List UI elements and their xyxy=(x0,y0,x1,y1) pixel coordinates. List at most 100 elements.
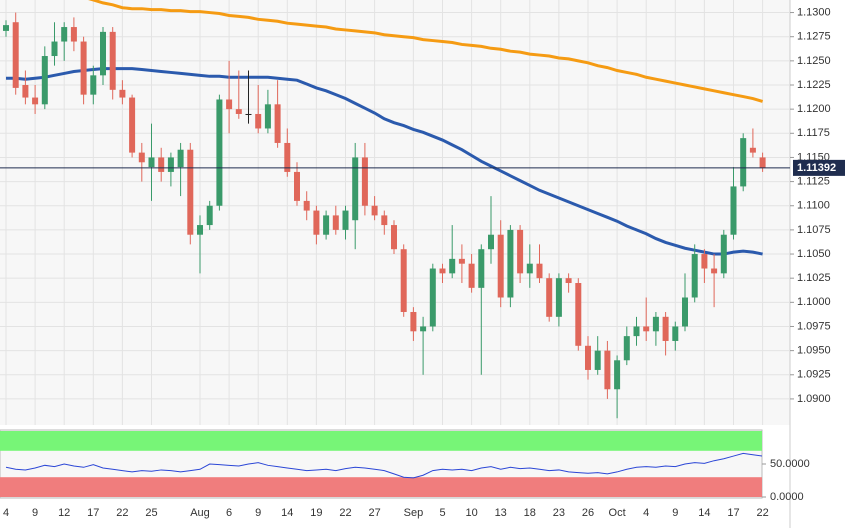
x-tick-label: 9 xyxy=(672,507,678,519)
candle-body xyxy=(488,234,494,250)
candle-body xyxy=(332,215,339,230)
candle-body xyxy=(313,210,320,235)
candle-body xyxy=(70,27,77,42)
x-tick-label: 23 xyxy=(553,507,565,519)
candle-body xyxy=(546,278,553,317)
line xyxy=(5,452,762,479)
zone xyxy=(0,431,762,451)
candle-body xyxy=(90,75,97,95)
candle-body xyxy=(148,157,155,168)
candle-body xyxy=(643,326,650,332)
candle-body xyxy=(633,326,640,337)
x-tick-label: Sep xyxy=(404,507,424,519)
candle-body xyxy=(167,157,174,172)
x-tick-label: 22 xyxy=(116,507,128,519)
y-tick-label: 0.0000 xyxy=(770,491,804,503)
line xyxy=(88,0,764,103)
candle-body xyxy=(187,149,194,235)
candle-body xyxy=(138,152,145,163)
candle-body xyxy=(536,263,543,279)
x-tick-label: 22 xyxy=(756,507,768,519)
indicator-layer xyxy=(0,431,762,497)
candle-body xyxy=(730,186,737,235)
x-tick-label: 9 xyxy=(32,507,38,519)
y-tick-label: 1.1200 xyxy=(797,103,831,115)
candle-body xyxy=(158,157,165,172)
x-tick-label: 14 xyxy=(281,507,293,519)
x-tick-label: 19 xyxy=(310,507,322,519)
candle-body xyxy=(585,345,591,370)
candle-body xyxy=(206,205,213,226)
candle-body xyxy=(429,268,436,327)
x-tick-label: 25 xyxy=(145,507,157,519)
zone xyxy=(0,477,762,497)
y-tick-label: 1.1275 xyxy=(797,31,831,43)
y-tick-label: 1.1075 xyxy=(797,224,831,236)
y-tick-label: 1.1175 xyxy=(797,127,830,139)
candle-body xyxy=(400,249,407,312)
y-tick-label: 1.1025 xyxy=(797,272,831,284)
line xyxy=(6,67,763,256)
candle-body xyxy=(701,254,708,269)
candle-body xyxy=(235,109,242,114)
candle-body xyxy=(41,56,48,105)
candle-body xyxy=(226,99,233,110)
candle-body xyxy=(652,316,659,332)
candle-body xyxy=(51,41,58,57)
candle-body xyxy=(80,41,87,95)
candle-body xyxy=(342,210,349,230)
y-tick-label: 1.1100 xyxy=(797,200,830,212)
candle-body xyxy=(662,316,669,341)
candle-body xyxy=(109,31,116,90)
y-tick-label: 50.0000 xyxy=(770,458,810,470)
x-tick-label: Aug xyxy=(190,507,210,519)
candle-body xyxy=(614,360,621,390)
y-tick-label: 1.0925 xyxy=(797,369,831,381)
x-tick-label: 4 xyxy=(643,507,649,519)
y-tick-label: 1.1300 xyxy=(797,6,831,18)
y-tick-label: 1.1050 xyxy=(797,248,831,260)
candle-body xyxy=(61,27,68,42)
candle-body xyxy=(740,138,747,187)
candle-body xyxy=(711,268,718,274)
candle-body xyxy=(391,225,397,250)
y-tick-label: 1.1000 xyxy=(797,296,831,308)
candle-body xyxy=(274,104,281,143)
candle-body xyxy=(565,278,572,284)
x-tick-label: Oct xyxy=(609,507,626,519)
candle-body xyxy=(439,268,446,274)
candle-body xyxy=(255,113,262,129)
last-price-label: 1.11392 xyxy=(797,162,836,174)
x-tick-label: 17 xyxy=(727,507,739,519)
candle-body xyxy=(449,258,456,274)
x-tick-label: 13 xyxy=(495,507,507,519)
last-price-box xyxy=(793,159,845,176)
candle-body xyxy=(458,258,465,264)
candle-body xyxy=(478,249,485,288)
candle-body xyxy=(12,22,19,88)
x-tick-label: 22 xyxy=(339,507,351,519)
candle-body xyxy=(22,85,29,98)
candle-body xyxy=(575,283,582,346)
candle-body xyxy=(410,311,417,332)
candle-body xyxy=(682,297,688,327)
candle-body xyxy=(555,278,562,317)
y-tick-label: 1.0950 xyxy=(797,345,831,357)
x-tick-label: 4 xyxy=(3,507,9,519)
candle-body xyxy=(323,215,330,235)
y-tick-label: 1.0900 xyxy=(797,393,831,405)
candle-body xyxy=(623,336,630,361)
x-tick-label: 6 xyxy=(226,507,232,519)
candle-body xyxy=(420,326,427,332)
candle-body xyxy=(32,97,39,105)
y-tick-label: 1.1250 xyxy=(797,55,831,67)
candle-body xyxy=(507,229,514,298)
candle-body xyxy=(672,326,679,341)
candle-body xyxy=(303,200,310,211)
plot-area xyxy=(0,0,790,425)
x-tick-label: 17 xyxy=(87,507,99,519)
candle-body xyxy=(720,234,727,274)
candle-body xyxy=(294,171,300,201)
candle-body xyxy=(517,229,524,274)
